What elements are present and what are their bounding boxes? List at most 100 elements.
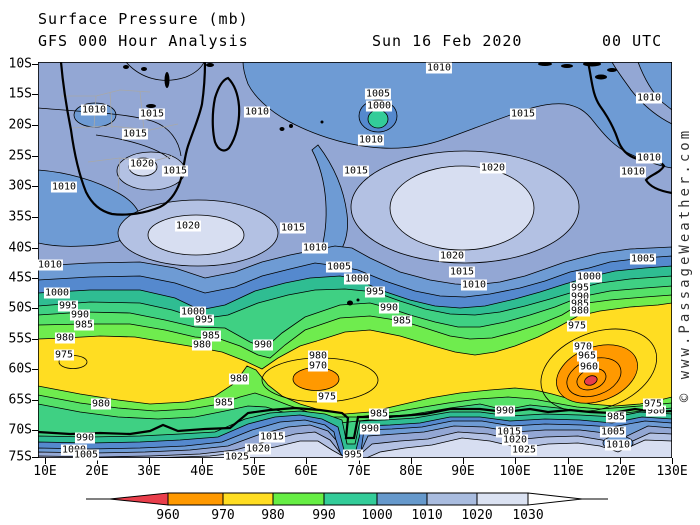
page-subtitle: GFS 000 Hour Analysis (38, 32, 249, 50)
legend-seg-980-990 (272, 492, 325, 506)
lon-label: 50E (242, 464, 266, 479)
contour-label: 1015 (279, 222, 307, 234)
lat-tick (32, 278, 38, 279)
time-label: 00 UTC (602, 32, 663, 50)
lat-label: 15S (8, 86, 32, 102)
lat-tick (32, 125, 38, 126)
legend-value: 990 (312, 508, 336, 523)
lat-label: 45S (8, 270, 32, 286)
lon-tick (359, 458, 360, 464)
contour-label: 990 (378, 302, 400, 314)
coastlines (38, 62, 672, 440)
contour-label: 1000 (179, 306, 207, 318)
contour-label: 1000 (365, 100, 393, 112)
contour-label: 985 (368, 408, 390, 420)
lat-label: 40S (8, 240, 32, 256)
lon-label: 130E (656, 464, 688, 479)
legend-value: 970 (211, 508, 235, 523)
contour-label: 995 (364, 286, 386, 298)
legend-value: 1000 (361, 508, 393, 523)
contour-label: 1020 (244, 443, 272, 455)
islands-lakes (123, 62, 617, 306)
contour-label: 995 (57, 300, 79, 312)
lat-tick (32, 217, 38, 218)
lat-label: 25S (8, 148, 32, 164)
lat-label: 65S (8, 392, 32, 408)
contour-label: 1005 (629, 253, 657, 265)
legend-value: 1020 (461, 508, 493, 523)
lon-label: 90E (451, 464, 475, 479)
contour-label: 1010 (425, 62, 453, 74)
contour-label: 985 (73, 319, 95, 331)
lat-label: 75S (8, 449, 32, 465)
contour-label: 1005 (599, 426, 627, 438)
contour-label: 1020 (128, 158, 156, 170)
legend-seg-above-1030 (527, 492, 583, 506)
legend-value: 1010 (411, 508, 443, 523)
contour-label: 980 (569, 305, 591, 317)
contour-label: 970 (307, 360, 329, 372)
band-saddle (311, 144, 348, 255)
contour-label: 1010 (604, 439, 632, 451)
legend-bar (86, 492, 608, 506)
lon-label: 40E (190, 464, 214, 479)
lat-tick (32, 400, 38, 401)
contour-label: 980 (228, 373, 250, 385)
legend-seg-990-1000 (323, 492, 378, 506)
cyclone-core (367, 109, 389, 129)
lat-tick (32, 64, 38, 65)
lat-tick (32, 457, 38, 458)
contour-label: 1010 (243, 106, 271, 118)
contour-label: 1010 (50, 181, 78, 193)
legend-value: 960 (156, 508, 180, 523)
contour-label: 990 (359, 423, 381, 435)
lon-label: 30E (137, 464, 161, 479)
lon-tick (515, 458, 516, 464)
contour-label: 1015 (121, 128, 149, 140)
antarctica-coast (38, 406, 672, 440)
pressure-map: 1010 1015 1015 1020 1015 1010 1020 1010 1010 1005… (36, 62, 672, 463)
lat-tick (32, 308, 38, 309)
lon-label: 120E (604, 464, 636, 479)
contour-label: 995 (342, 449, 364, 461)
contour-label: 985 (605, 411, 627, 423)
contour-label: 1010 (460, 279, 488, 291)
lon-tick (463, 458, 464, 464)
lon-tick (568, 458, 569, 464)
contour-label: 970 (572, 341, 594, 353)
contour-label: 1000 (575, 271, 603, 283)
contour-label: 995 (193, 314, 215, 326)
watermark: © www.PassageWeather.com (677, 127, 693, 403)
lon-label: 110E (552, 464, 584, 479)
contour-label: 1015 (509, 108, 537, 120)
contour-label: 995 (569, 282, 591, 294)
contour-label: 965 (576, 350, 598, 362)
legend-value: 980 (261, 508, 285, 523)
lon-tick (672, 458, 673, 464)
high-left-inner (147, 214, 245, 256)
contour-label: 1025 (510, 444, 538, 456)
contour-label: 975 (316, 391, 338, 403)
contour-label: 1020 (501, 434, 529, 446)
lon-tick (411, 458, 412, 464)
contour-label: 975 (53, 349, 75, 361)
contour-label: 980 (54, 332, 76, 344)
lon-tick (97, 458, 98, 464)
contour-label: 960 (578, 361, 600, 373)
pressure-bands (38, 62, 672, 458)
contour-label: 1015 (258, 431, 286, 443)
contour-label: 1005 (364, 88, 392, 100)
contour-label: 1010 (635, 92, 663, 104)
lat-tick (32, 430, 38, 431)
lon-tick (149, 458, 150, 464)
contour-label: 1015 (448, 266, 476, 278)
legend-seg-1000-1010 (376, 492, 428, 506)
lat-label: 30S (8, 178, 32, 194)
contour-label: 1010 (357, 134, 385, 146)
contour-label: 1015 (495, 426, 523, 438)
lat-label: 60S (8, 361, 32, 377)
contour-label: 1010 (80, 104, 108, 116)
contour-label: 1010 (635, 152, 663, 164)
extra-contours (38, 62, 205, 160)
